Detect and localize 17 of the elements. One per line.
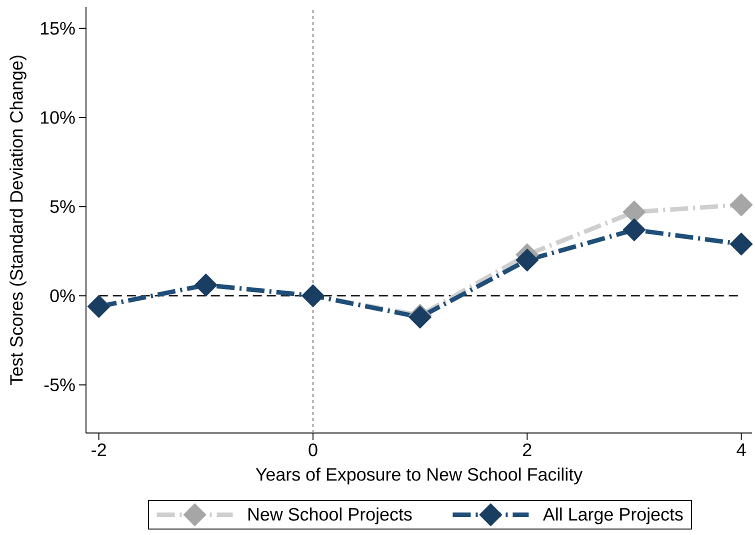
y-tick-label: 15% <box>40 22 75 35</box>
y-tick-label: -5% <box>44 378 75 392</box>
x-tick-label: 0 <box>308 444 318 456</box>
y-tick-label: 10% <box>40 111 75 124</box>
x-tick-label: 4 <box>736 444 746 456</box>
legend-label: All Large Projects <box>542 508 683 524</box>
y-tick-label: 0% <box>50 289 75 302</box>
x-tick-label: -2 <box>92 444 106 456</box>
point <box>622 218 646 242</box>
point <box>730 232 753 256</box>
point <box>516 248 539 272</box>
x-axis-title: Years of Exposure to New School Facility <box>256 468 583 484</box>
legend-label: New School Projects <box>248 508 412 524</box>
x-tick-label: 2 <box>523 444 532 456</box>
point <box>730 193 753 216</box>
y-tick-label: 5% <box>50 200 75 213</box>
y-axis-title: Test Scores (Standard Deviation Change) <box>10 56 26 386</box>
